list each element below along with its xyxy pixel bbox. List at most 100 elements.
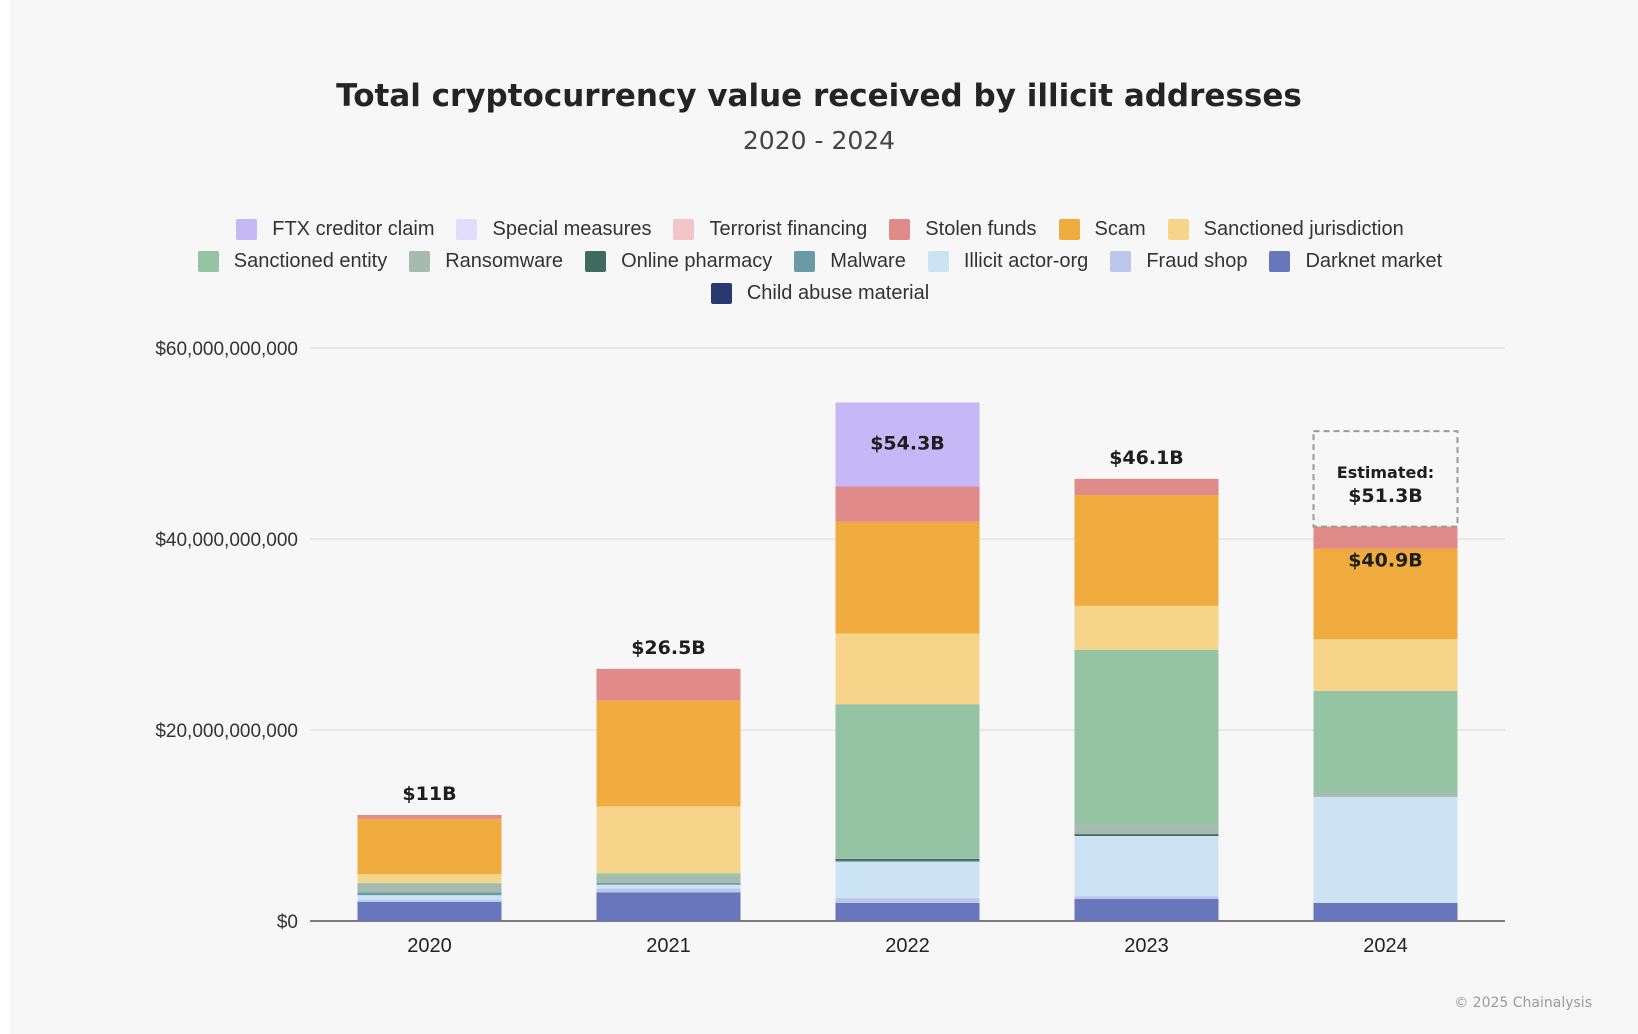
copyright-credit: © 2025 Chainalysis — [1454, 995, 1592, 1011]
y-tick-label: $20,000,000,000 — [155, 721, 298, 742]
legend-item: Sanctioned jurisdiction — [1167, 218, 1404, 241]
legend-swatch — [236, 219, 258, 240]
legend-item: Malware — [794, 250, 906, 273]
bar-segment — [1074, 649, 1219, 825]
bar-segment — [357, 892, 502, 896]
bar-segment — [835, 861, 980, 899]
chart-title: Total cryptocurrency value received by i… — [336, 78, 1302, 114]
legend-label: Sanctioned jurisdiction — [1203, 218, 1404, 240]
bar-segment — [357, 883, 502, 893]
legend-label: Darknet market — [1305, 250, 1443, 272]
legend-item: FTX creditor claim — [236, 218, 434, 241]
legend-label: Special measures — [492, 218, 652, 240]
bar-segment — [1313, 796, 1458, 903]
legend-item: Illicit actor-org — [927, 250, 1089, 273]
legend-label: Ransomware — [445, 250, 564, 272]
data-label: $11B — [402, 783, 456, 805]
legend-swatch — [889, 219, 911, 240]
bar-segment — [596, 873, 741, 876]
legend-label: Terrorist financing — [709, 218, 868, 240]
data-label: $46.1B — [1109, 447, 1184, 469]
bar-segment — [1313, 526, 1458, 549]
bar-segment — [835, 486, 980, 522]
bar-segment — [596, 875, 741, 883]
bar-segment — [1074, 899, 1219, 921]
bar-segment — [835, 704, 980, 858]
legend-swatch — [1167, 219, 1189, 240]
bar-segment — [835, 633, 980, 705]
bar-segment — [835, 902, 980, 921]
legend-swatch — [456, 219, 478, 240]
legend-swatch — [585, 251, 607, 272]
x-tick-label: 2023 — [1124, 935, 1169, 957]
bar-segment — [1074, 824, 1219, 835]
x-tick-label: 2024 — [1363, 935, 1408, 957]
bar-segment — [596, 806, 741, 874]
legend-item: Special measures — [456, 218, 651, 241]
legend-swatch — [197, 251, 219, 272]
bar-segment — [596, 888, 741, 893]
bar-segment — [357, 818, 502, 875]
legend-item: Ransomware — [409, 250, 563, 273]
legend-swatch — [1269, 251, 1291, 272]
data-label: $40.9B — [1348, 550, 1423, 572]
legend-label: Online pharmacy — [621, 250, 773, 272]
chart-subtitle: 2020 - 2024 — [742, 126, 896, 155]
legend-item: Darknet market — [1269, 250, 1442, 273]
bar-segment — [357, 814, 502, 819]
bar-segment — [835, 858, 980, 861]
bar-segment — [1074, 896, 1219, 900]
bar-segment — [596, 700, 741, 807]
legend-item: Fraud shop — [1110, 250, 1247, 273]
legend-label: Fraud shop — [1146, 250, 1248, 272]
bar-segment — [357, 901, 502, 921]
legend-item: Sanctioned entity — [197, 250, 388, 273]
bar-segment — [1313, 792, 1458, 797]
y-tick-label: $0 — [277, 912, 298, 933]
bar-segment — [835, 402, 980, 487]
bar-segment — [596, 882, 741, 885]
data-label: $54.3B — [870, 432, 945, 454]
legend-item: Online pharmacy — [585, 250, 772, 273]
y-tick-label: $40,000,000,000 — [155, 530, 298, 551]
bar-segment — [357, 895, 502, 900]
bar-segment — [835, 857, 980, 859]
y-tick-label: $60,000,000,000 — [155, 339, 298, 360]
bar-segment — [1074, 836, 1219, 897]
legend-label: Scam — [1094, 218, 1146, 240]
bar-segment — [835, 521, 980, 634]
chart-legend: FTX creditor claim Special measures Terror… — [120, 218, 1520, 305]
bar-segment — [1074, 605, 1219, 650]
bar-segment — [1313, 690, 1458, 793]
legend-label: Child abuse material — [746, 282, 930, 304]
legend-swatch — [1110, 251, 1132, 272]
legend-label: Illicit actor-org — [963, 250, 1089, 272]
data-label: Estimated: — [1337, 463, 1434, 482]
bar-segment — [596, 892, 741, 921]
legend-swatch — [794, 251, 816, 272]
data-label: $51.3B — [1348, 485, 1423, 507]
bar-segment — [596, 884, 741, 889]
legend-swatch — [710, 283, 732, 304]
bar-segment — [357, 899, 502, 902]
legend-item: Scam — [1058, 218, 1146, 241]
legend-label: Sanctioned entity — [233, 250, 388, 272]
bar-segment — [1313, 548, 1458, 640]
x-tick-label: 2020 — [407, 935, 452, 957]
bar-segment — [596, 668, 741, 701]
bar-segment — [1074, 495, 1219, 606]
legend-label: Malware — [830, 250, 906, 272]
bar-segment — [1313, 902, 1458, 921]
legend-label: FTX creditor claim — [272, 218, 435, 240]
legend-label: Stolen funds — [925, 218, 1037, 240]
bar-segment — [1313, 639, 1458, 691]
legend-swatch — [673, 219, 695, 240]
bar-segment — [1074, 834, 1219, 837]
x-tick-label: 2021 — [646, 935, 691, 957]
bar-segment — [357, 882, 502, 884]
x-tick-label: 2022 — [885, 935, 930, 957]
legend-item: Child abuse material — [710, 282, 930, 305]
estimate-box — [1312, 430, 1459, 528]
bar-segment — [357, 874, 502, 883]
